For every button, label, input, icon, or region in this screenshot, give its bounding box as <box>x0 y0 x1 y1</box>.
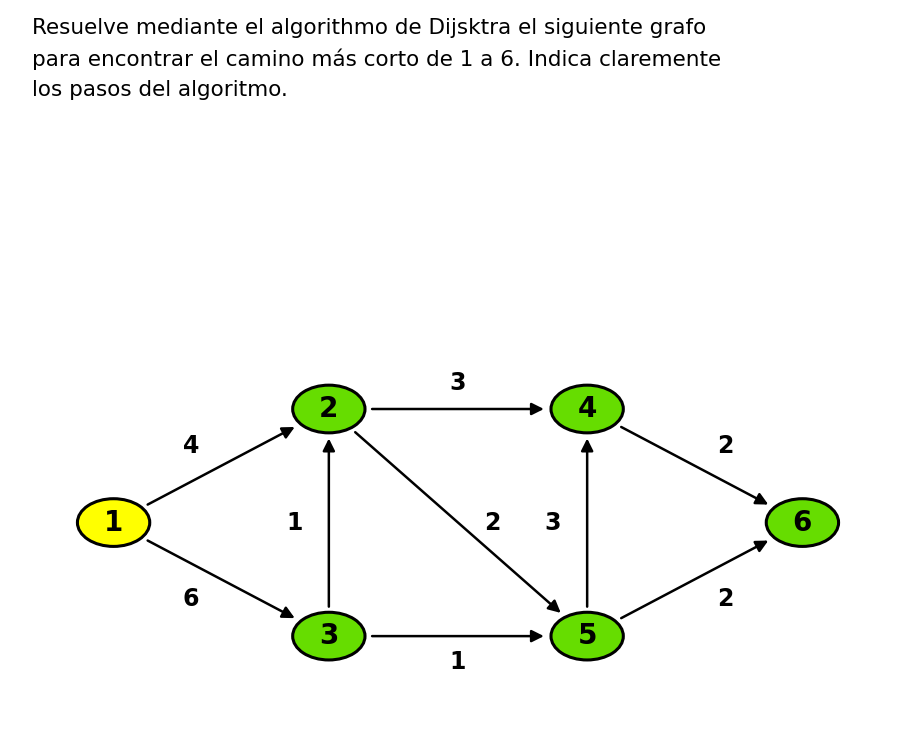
Text: 3: 3 <box>319 622 339 650</box>
Circle shape <box>293 612 365 660</box>
Text: 1: 1 <box>450 650 466 673</box>
Text: 4: 4 <box>183 434 200 458</box>
Text: 2: 2 <box>485 511 501 534</box>
Circle shape <box>551 612 623 660</box>
Text: Resuelve mediante el algorithmo de Dijsktra el siguiente grafo
para encontrar el: Resuelve mediante el algorithmo de Dijsk… <box>32 18 721 100</box>
Text: 4: 4 <box>577 395 597 423</box>
Text: 1: 1 <box>104 509 124 537</box>
Text: 6: 6 <box>792 509 812 537</box>
Circle shape <box>78 499 149 546</box>
Text: 3: 3 <box>544 511 561 534</box>
Text: 1: 1 <box>286 511 302 534</box>
Text: 2: 2 <box>716 587 733 611</box>
Circle shape <box>551 385 623 433</box>
Text: 5: 5 <box>577 622 597 650</box>
Text: 6: 6 <box>183 587 200 611</box>
Text: 3: 3 <box>450 372 466 395</box>
Circle shape <box>767 499 838 546</box>
Text: 2: 2 <box>319 395 339 423</box>
Text: 2: 2 <box>716 434 733 458</box>
Circle shape <box>293 385 365 433</box>
